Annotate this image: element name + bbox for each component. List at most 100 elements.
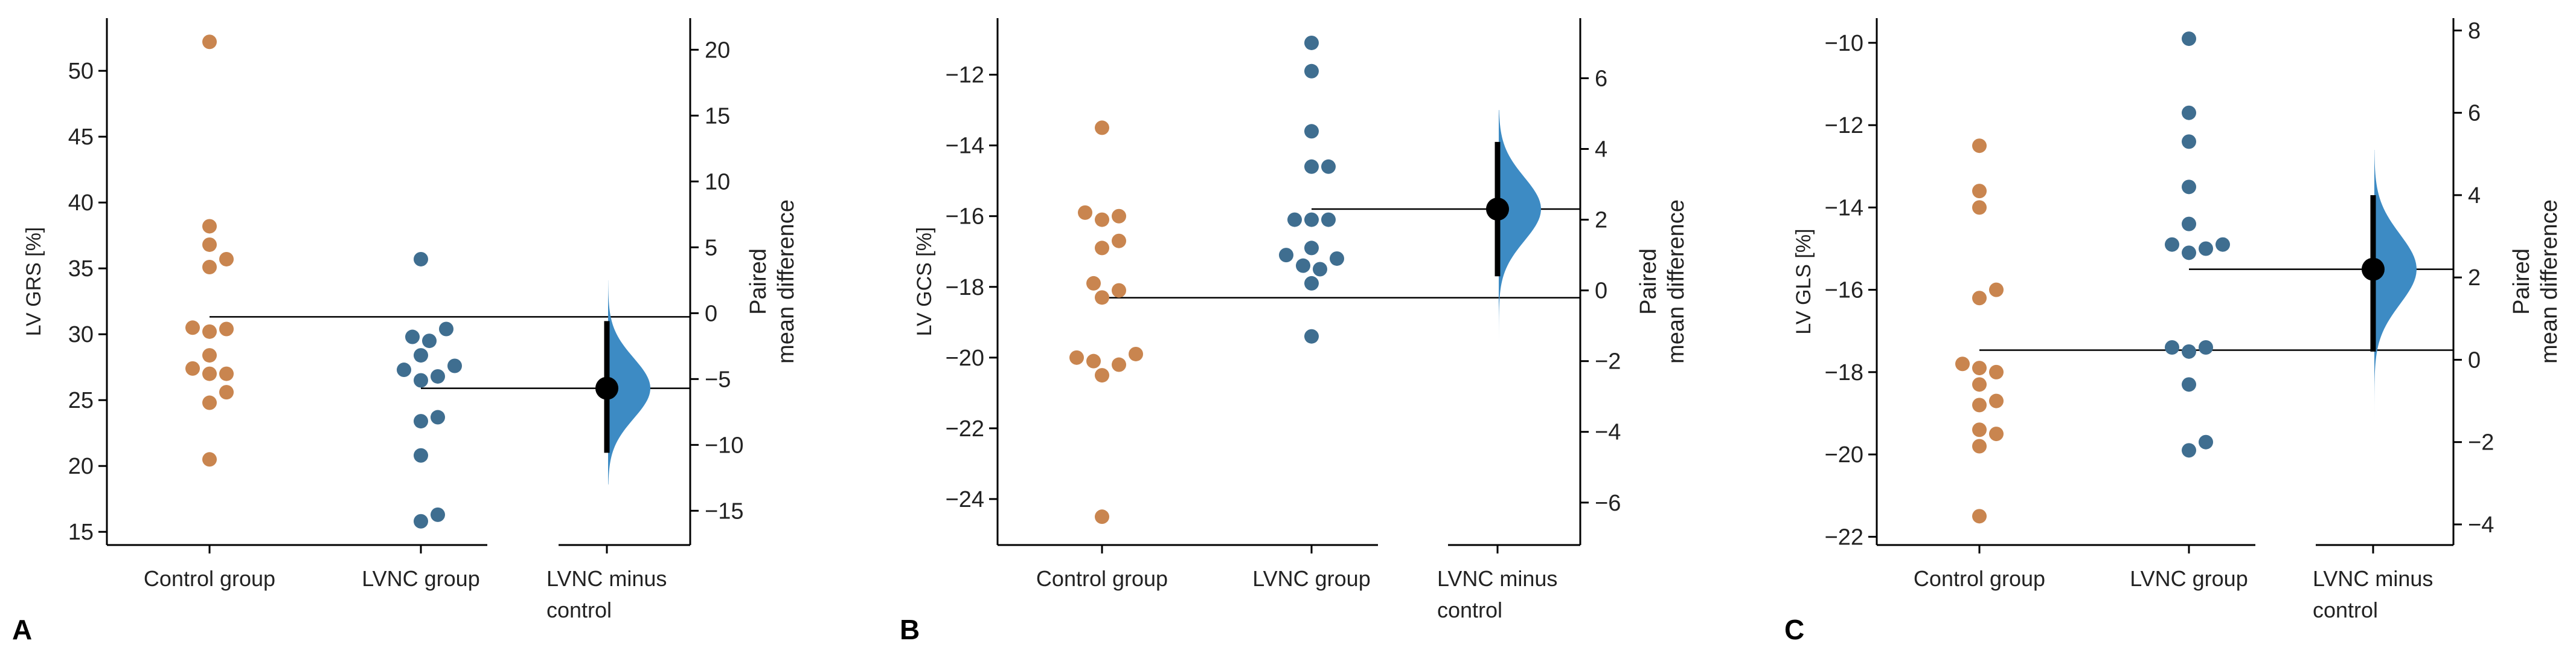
- control-data-point: [1989, 427, 2004, 442]
- lvnc-data-point: [1330, 251, 1344, 266]
- control-data-point: [1095, 290, 1109, 305]
- control-data-point: [1095, 212, 1109, 227]
- lvnc-data-point: [2182, 245, 2196, 260]
- mean-difference-point: [595, 376, 618, 400]
- control-data-point: [185, 320, 200, 335]
- control-data-point: [185, 361, 200, 376]
- lvnc-data-point: [1304, 63, 1319, 79]
- right-y-tick-label: 4: [2468, 183, 2481, 208]
- left-y-tick-label: 50: [68, 59, 94, 84]
- lvnc-data-point: [414, 448, 428, 463]
- x-category-label: LVNC minus control: [2313, 566, 2433, 622]
- left-y-tick-label: −14: [1825, 195, 1863, 221]
- x-category-label: LVNC group: [1252, 566, 1370, 591]
- panel-letter: C: [1784, 614, 1804, 645]
- right-y-tick-label: 2: [2468, 265, 2481, 291]
- lvnc-data-point: [2182, 377, 2196, 392]
- right-y-tick-label: −5: [705, 367, 731, 392]
- lvnc-data-point: [1304, 212, 1319, 227]
- control-data-point: [202, 348, 217, 363]
- left-y-tick-label: −12: [946, 63, 984, 88]
- lvnc-data-point: [1304, 35, 1319, 50]
- x-category-label-line: LVNC minus: [1437, 566, 1557, 591]
- control-data-point: [202, 324, 217, 339]
- lvnc-data-point: [414, 414, 428, 429]
- lvnc-data-point: [2182, 31, 2196, 47]
- control-data-point: [1112, 233, 1126, 248]
- x-category-label-line: control: [1437, 598, 1502, 622]
- lvnc-data-point: [431, 369, 445, 384]
- x-category-label: LVNC group: [2130, 566, 2248, 591]
- control-data-point: [1095, 240, 1109, 256]
- lvnc-data-point: [2165, 237, 2179, 252]
- right-y-tick-label: 0: [2468, 347, 2481, 373]
- lvnc-data-point: [1287, 212, 1302, 227]
- lvnc-data-point: [1313, 262, 1327, 277]
- control-data-point: [1129, 346, 1143, 361]
- control-data-point: [1095, 368, 1109, 383]
- left-y-axis-label: LV GCS [%]: [913, 227, 936, 337]
- right-y-tick-label: 0: [1595, 279, 1607, 304]
- bootstrap-distribution: [1499, 110, 1541, 354]
- control-data-point: [1095, 120, 1109, 135]
- lvnc-data-point: [431, 410, 445, 425]
- lvnc-data-point: [2199, 241, 2213, 256]
- left-y-tick-label: −16: [1825, 278, 1863, 303]
- right-y-tick-label: −2: [1595, 349, 1621, 375]
- x-category-label: Control group: [1036, 566, 1168, 591]
- left-y-tick-label: 25: [68, 388, 94, 413]
- control-data-point: [202, 452, 217, 467]
- left-y-tick-label: 45: [68, 124, 94, 150]
- lvnc-data-point: [414, 251, 428, 266]
- lvnc-data-point: [2182, 216, 2196, 231]
- left-y-axis-label: LV GLS [%]: [1792, 228, 1815, 334]
- lvnc-data-point: [414, 348, 428, 363]
- control-data-point: [202, 237, 217, 252]
- lvnc-data-point: [422, 334, 437, 349]
- lvnc-data-point: [2216, 237, 2230, 252]
- lvnc-data-point: [2165, 340, 2179, 355]
- left-y-tick-label: 15: [68, 520, 94, 545]
- right-y-tick-label: 10: [705, 169, 730, 195]
- right-y-axis-label: Paired mean difference: [1636, 199, 1689, 364]
- control-data-point: [1972, 509, 1987, 524]
- lvnc-data-point: [2182, 344, 2196, 359]
- control-data-point: [1972, 200, 1987, 215]
- control-data-point: [1086, 353, 1101, 369]
- left-y-axis-label: LV GRS [%]: [22, 227, 45, 337]
- lvnc-data-point: [2199, 434, 2213, 450]
- control-data-point: [1955, 356, 1970, 372]
- left-y-tick-label: 30: [68, 322, 94, 347]
- lvnc-data-point: [1279, 248, 1293, 263]
- lvnc-data-point: [431, 507, 445, 522]
- control-data-point: [219, 251, 234, 266]
- lvnc-data-point: [1304, 276, 1319, 291]
- right-y-tick-label: 20: [705, 37, 730, 63]
- panel-letter: B: [900, 614, 920, 645]
- right-y-axis-label-line: Paired: [746, 248, 771, 315]
- control-data-point: [1112, 283, 1126, 298]
- lvnc-data-point: [405, 329, 420, 344]
- right-y-axis-label-line: mean difference: [2537, 199, 2562, 364]
- lvnc-data-point: [1321, 212, 1336, 227]
- control-data-point: [202, 219, 217, 234]
- lvnc-data-point: [1321, 159, 1336, 174]
- right-y-tick-label: 8: [2468, 18, 2481, 44]
- left-y-tick-label: −12: [1825, 113, 1863, 138]
- right-y-tick-label: −4: [2468, 512, 2494, 538]
- lvnc-data-point: [1304, 240, 1319, 256]
- x-category-label-line: control: [2313, 598, 2378, 622]
- right-y-tick-label: 6: [1595, 66, 1607, 91]
- control-data-point: [1086, 276, 1101, 291]
- control-data-point: [1112, 208, 1126, 224]
- control-data-point: [202, 34, 217, 50]
- left-y-tick-label: −18: [1825, 360, 1863, 385]
- lvnc-data-point: [1304, 159, 1319, 174]
- right-y-tick-label: −15: [705, 498, 743, 524]
- lvnc-data-point: [2182, 443, 2196, 458]
- control-data-point: [202, 260, 217, 275]
- control-data-point: [1972, 138, 1987, 153]
- x-category-label-line: LVNC minus: [546, 566, 667, 591]
- right-y-tick-label: 4: [1595, 137, 1607, 163]
